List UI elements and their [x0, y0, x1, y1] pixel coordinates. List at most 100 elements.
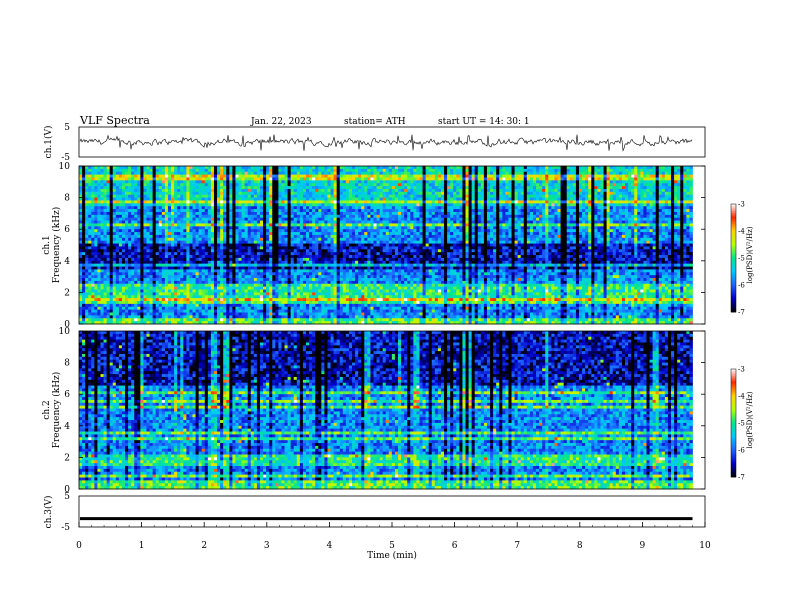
spectrogram-cell — [217, 186, 220, 189]
spectrogram-cell — [594, 180, 597, 183]
spectrogram-cell — [490, 175, 493, 178]
spectrogram-cell — [573, 172, 576, 175]
spectrogram-cell — [156, 183, 159, 186]
spectrogram-cell — [131, 177, 134, 180]
spectrogram-cell — [257, 186, 260, 189]
spectrogram-cell — [361, 172, 364, 175]
spectrogram-cell — [239, 186, 242, 189]
spectrogram-cell — [429, 166, 432, 169]
spectrogram-cell — [659, 177, 662, 180]
spectrogram-cell — [373, 177, 376, 180]
spectrogram-cell — [324, 180, 327, 183]
spectrogram-cell — [502, 180, 505, 183]
spectrogram-cell — [573, 175, 576, 178]
spectrogram-cell — [548, 169, 551, 172]
spectrogram-cell — [134, 180, 137, 183]
spectrogram-cell — [202, 183, 205, 186]
spectrogram-cell — [324, 172, 327, 175]
spectrogram-cell — [668, 186, 671, 189]
spectrogram-cell — [128, 186, 131, 189]
spectrogram-cell — [674, 183, 677, 186]
spectrogram-cell — [165, 175, 168, 178]
spectrogram-cell — [122, 183, 125, 186]
spectrogram-cell — [521, 169, 524, 172]
spectrogram-cell — [220, 169, 223, 172]
spectrogram-cell — [407, 186, 410, 189]
spectrogram-cell — [324, 186, 327, 189]
spectrogram-cell — [558, 177, 561, 180]
spectrogram-cell — [343, 166, 346, 169]
spectrogram-cell — [496, 169, 499, 172]
spectrogram-cell — [398, 180, 401, 183]
spectrogram-cell — [367, 186, 370, 189]
spectrogram-cell — [616, 175, 619, 178]
spectrogram-cell — [168, 183, 171, 186]
spectrogram-cell — [202, 169, 205, 172]
spectrogram-cell — [680, 186, 683, 189]
spectrogram-cell — [622, 169, 625, 172]
spectrogram-cell — [281, 175, 284, 178]
spectrogram-cell — [257, 183, 260, 186]
spectrogram-cell — [416, 166, 419, 169]
spectrogram-cell — [493, 169, 496, 172]
spectrogram-cell — [542, 177, 545, 180]
spectrogram-cell — [340, 186, 343, 189]
spectrogram-cell — [192, 169, 195, 172]
spectrogram-cell — [530, 186, 533, 189]
spectrogram-cell — [275, 169, 278, 172]
spectrogram-cell — [607, 177, 610, 180]
spectrogram-cell — [456, 183, 459, 186]
spectrogram-cell — [377, 172, 380, 175]
spectrogram-cell — [582, 183, 585, 186]
spectrogram-cell — [548, 166, 551, 169]
spectrogram-cell — [505, 166, 508, 169]
spectrogram-cell — [128, 180, 131, 183]
spectrogram-cell — [472, 175, 475, 178]
spectrogram-cell — [318, 175, 321, 178]
spectrogram-cell — [140, 183, 143, 186]
spectrogram-cell — [235, 175, 238, 178]
spectrogram-cell — [683, 169, 686, 172]
spectrogram-cell — [257, 175, 260, 178]
spectrogram-cell — [475, 172, 478, 175]
spectrogram-cell — [416, 172, 419, 175]
spectrogram-cell — [165, 189, 168, 192]
spectrogram-cell — [186, 180, 189, 183]
spectrogram-cell — [223, 166, 226, 169]
spectrogram-cell — [251, 172, 254, 175]
spectrogram-cell — [116, 186, 119, 189]
spectrogram-cell — [404, 177, 407, 180]
spectrogram-cell — [668, 169, 671, 172]
spectrogram-cell — [165, 183, 168, 186]
spectrogram-cell — [530, 180, 533, 183]
spectrogram-cell — [217, 189, 220, 192]
spectrogram-cell — [260, 175, 263, 178]
spectrogram-cell — [389, 166, 392, 169]
spectrogram-cell — [315, 169, 318, 172]
ch1-waveform-panel: 5 -5 ch.1(V) — [43, 123, 705, 163]
spectrogram-cell — [650, 183, 653, 186]
spectrogram-cell — [561, 172, 564, 175]
spectrogram-cell — [502, 183, 505, 186]
spectrogram-cell — [478, 175, 481, 178]
spectrogram-cell — [343, 177, 346, 180]
spectrogram-cell — [235, 172, 238, 175]
spectrogram-cell — [285, 166, 288, 169]
spectrogram-cell — [392, 166, 395, 169]
spectrogram-cell — [643, 175, 646, 178]
spectrogram-cell — [435, 183, 438, 186]
spectrogram-cell — [545, 186, 548, 189]
spectrogram-cell — [146, 169, 149, 172]
spectrogram-cell — [558, 169, 561, 172]
spectrogram-cell — [459, 175, 462, 178]
spectrogram-cell — [239, 189, 242, 192]
spectrogram-cell — [150, 169, 153, 172]
spectrogram-cell — [607, 172, 610, 175]
spectrogram-cell — [226, 186, 229, 189]
spectrogram-cell — [622, 180, 625, 183]
spectrogram-cell — [300, 177, 303, 180]
spectrogram-cell — [331, 169, 334, 172]
spectrogram-cell — [462, 172, 465, 175]
spectrogram-cell — [343, 186, 346, 189]
spectrogram-cell — [407, 177, 410, 180]
